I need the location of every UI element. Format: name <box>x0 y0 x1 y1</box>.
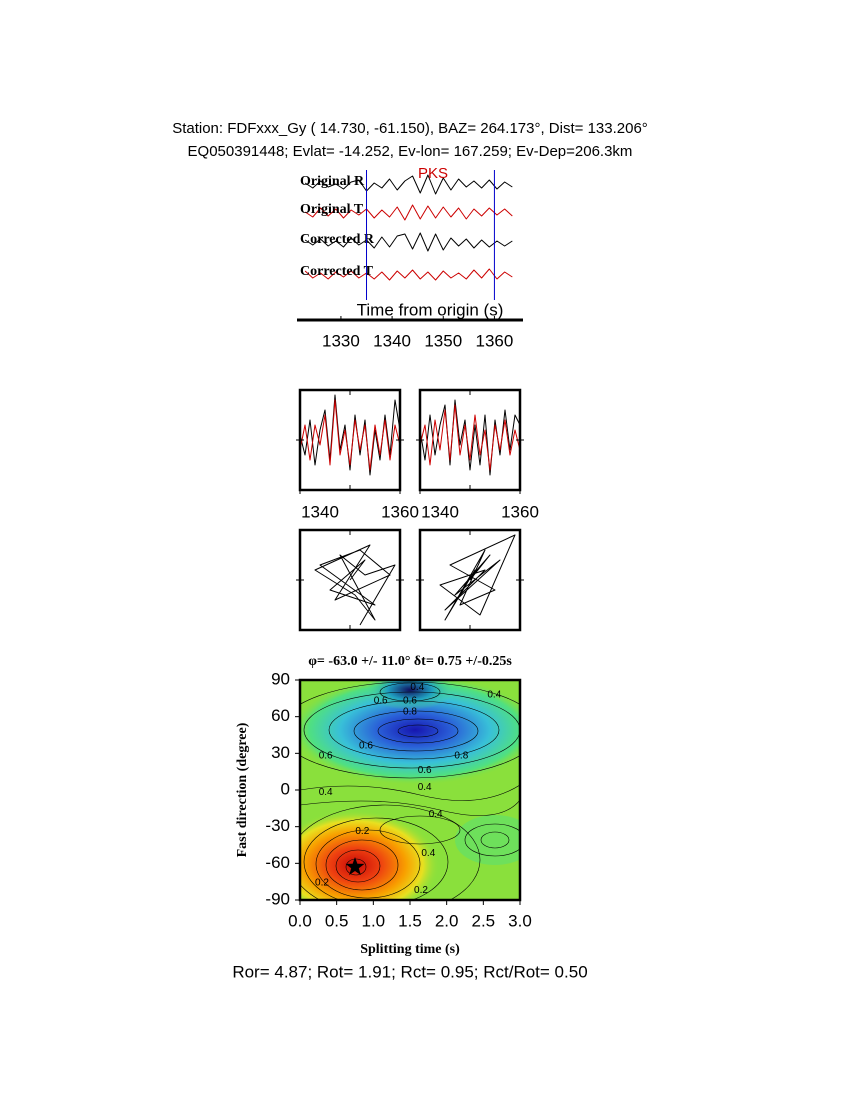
particle-motion <box>439 534 516 621</box>
waveform <box>419 399 521 476</box>
contour-label: 0.8 <box>403 706 417 717</box>
contour-label: 0.2 <box>315 878 329 889</box>
trace <box>304 268 513 281</box>
x-tick-label: 1330 <box>322 331 360 350</box>
contour-label: 0.6 <box>359 741 373 752</box>
x-tick-label: 1360 <box>381 502 419 521</box>
x-axis-label: Time from origin (s) <box>357 300 504 319</box>
x-tick-label: 1.5 <box>398 911 422 930</box>
x-axis-label: Splitting time (s) <box>360 942 460 957</box>
x-tick-label: 3.0 <box>508 911 532 930</box>
panel-frame <box>298 388 402 492</box>
y-axis-label: Fast direction (degree) <box>235 722 250 857</box>
x-tick-label: 1360 <box>476 331 514 350</box>
contour-label: 0.6 <box>418 765 432 776</box>
trace <box>304 174 513 195</box>
x-tick-label: 2.0 <box>435 911 459 930</box>
header-event: EQ050391448; Evlat= -14.252, Ev-lon= 167… <box>188 143 633 160</box>
contour-label: 0.4 <box>421 848 435 859</box>
trace-label: Corrected T <box>300 264 374 279</box>
x-tick-label: 1340 <box>301 502 339 521</box>
trace <box>304 232 513 252</box>
trace <box>304 204 513 221</box>
contour-label: 0.4 <box>319 787 333 798</box>
x-tick-label: 1340 <box>421 502 459 521</box>
contour-label: 0.6 <box>374 695 388 706</box>
x-tick-label: 1340 <box>373 331 411 350</box>
best-fit-star <box>345 857 365 876</box>
x-tick-label: 0.0 <box>288 911 312 930</box>
contour-title: φ= -63.0 +/- 11.0° δt= 0.75 +/-0.25s <box>308 654 512 669</box>
trace-label: Original T <box>300 202 364 217</box>
x-tick-label: 1.0 <box>362 911 386 930</box>
y-tick-label: -90 <box>265 889 290 908</box>
y-tick-label: -30 <box>265 816 290 835</box>
contour-label: 0.4 <box>487 689 501 700</box>
x-tick-label: 1350 <box>424 331 462 350</box>
contour-label: 0.4 <box>418 782 432 793</box>
y-tick-label: 90 <box>271 669 290 688</box>
contour-label: 0.8 <box>454 750 468 761</box>
waveform <box>419 404 521 471</box>
x-tick-label: 0.5 <box>325 911 349 930</box>
y-tick-label: 0 <box>281 779 290 798</box>
waveform <box>299 399 401 471</box>
contour-label: 0.4 <box>429 809 443 820</box>
contour-label: 0.6 <box>319 750 333 761</box>
x-tick-label: 2.5 <box>472 911 496 930</box>
trace-label: Corrected R <box>300 232 375 247</box>
panel-frame <box>418 388 522 492</box>
contour-label: 0.2 <box>355 826 369 837</box>
phase-label: PKS <box>418 165 448 182</box>
contour-label: 0.2 <box>414 885 428 896</box>
y-tick-label: 60 <box>271 706 290 725</box>
x-tick-label: 1360 <box>501 502 539 521</box>
particle-motion <box>314 544 396 626</box>
contour-label: 0.4 <box>410 682 424 693</box>
contour-field <box>300 680 520 900</box>
y-tick-label: -60 <box>265 853 290 872</box>
header-station: Station: FDFxxx_Gy ( 14.730, -61.150), B… <box>172 120 648 137</box>
y-tick-label: 30 <box>271 743 290 762</box>
trace-label: Original R <box>300 174 365 189</box>
contour-label: 0.6 <box>403 695 417 706</box>
footer: Ror= 4.87; Rot= 1.91; Rct= 0.95; Rct/Rot… <box>232 962 587 981</box>
